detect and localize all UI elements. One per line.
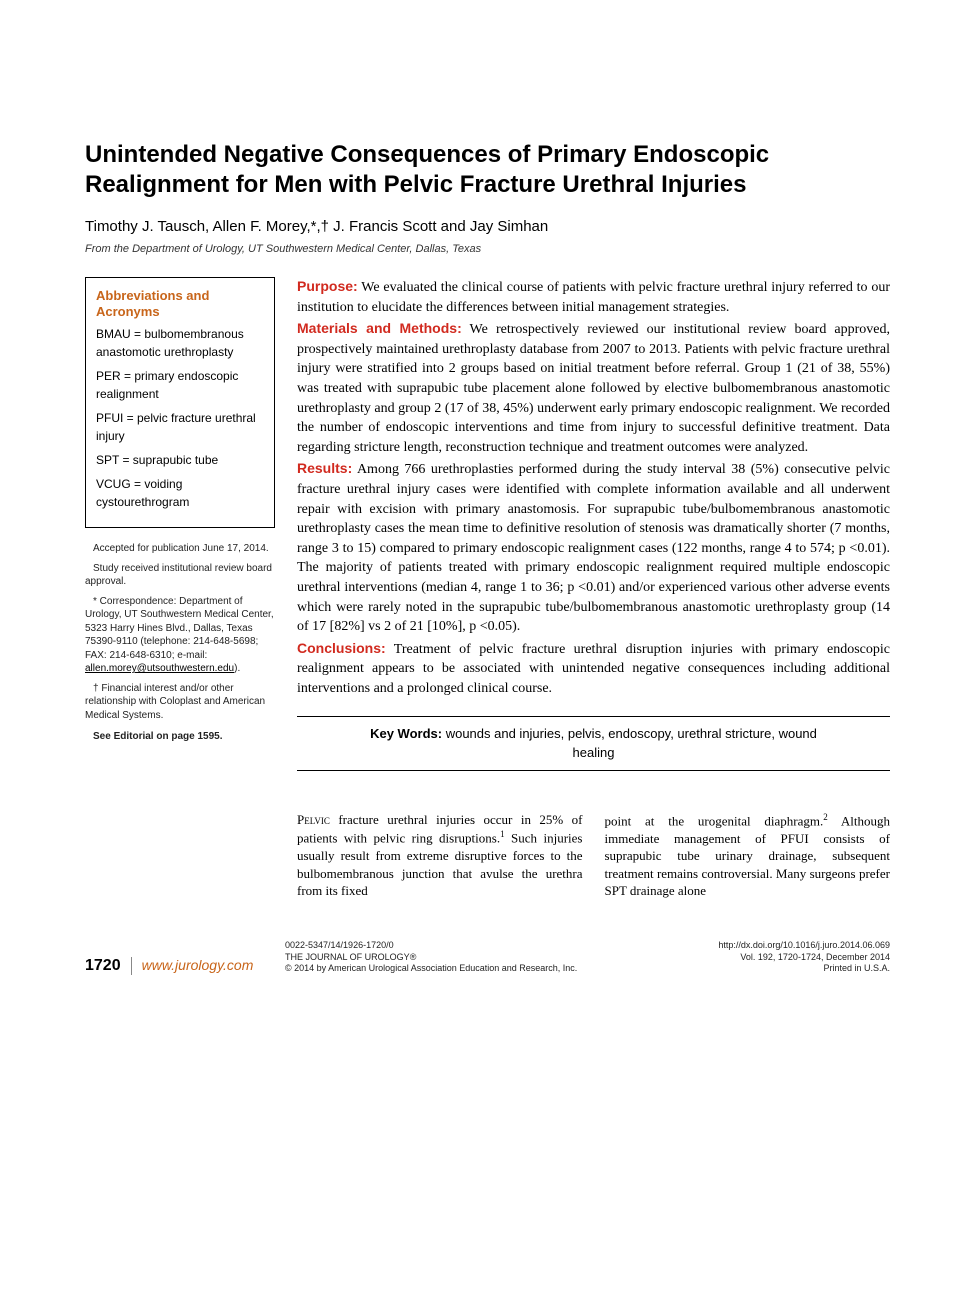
main-content: Purpose: We evaluated the clinical cours… xyxy=(297,277,890,900)
footer-center: 0022-5347/14/1926-1720/0 THE JOURNAL OF … xyxy=(285,940,670,975)
copyright: © 2014 by American Urological Associatio… xyxy=(285,963,670,975)
abstract-methods: Materials and Methods: We retrospectivel… xyxy=(297,319,890,457)
article-title: Unintended Negative Consequences of Prim… xyxy=(85,140,890,200)
body-column-1: Pelvic fracture urethral injuries occur … xyxy=(297,811,583,900)
results-label: Results: xyxy=(297,460,352,476)
abbrev-heading: Abbreviations and Acronyms xyxy=(96,288,264,319)
abstract-conclusions: Conclusions: Treatment of pelvic fractur… xyxy=(297,639,890,699)
irb-note: Study received institutional review boar… xyxy=(85,562,275,589)
conclusions-label: Conclusions: xyxy=(297,640,386,656)
lead-word: Pelvic xyxy=(297,812,330,827)
abbrev-item: PFUI = pelvic fracture urethral injury xyxy=(96,409,264,445)
correspondence-note: * Correspondence: Department of Urology,… xyxy=(85,595,275,676)
volume-info: Vol. 192, 1720-1724, December 2014 xyxy=(670,952,890,964)
footer-left: 1720 www.jurology.com xyxy=(85,957,285,975)
abbrev-item: BMAU = bulbomembranous anastomotic ureth… xyxy=(96,325,264,361)
email-link[interactable]: allen.morey@utsouthwestern.edu xyxy=(85,663,234,674)
printed-in: Printed in U.S.A. xyxy=(670,963,890,975)
keywords-box: Key Words: wounds and injuries, pelvis, … xyxy=(297,716,890,770)
purpose-label: Purpose: xyxy=(297,278,358,294)
footnotes: Accepted for publication June 17, 2014. … xyxy=(85,542,275,744)
abstract: Purpose: We evaluated the clinical cours… xyxy=(297,277,890,698)
coi-note: † Financial interest and/or other relati… xyxy=(85,682,275,723)
abbrev-item: PER = primary endoscopic realignment xyxy=(96,367,264,403)
keywords-label: Key Words: xyxy=(370,726,442,741)
journal-name: THE JOURNAL OF UROLOGY xyxy=(285,952,410,962)
authors-line: Timothy J. Tausch, Allen F. Morey,*,† J.… xyxy=(85,218,890,235)
footer-right: http://dx.doi.org/10.1016/j.juro.2014.06… xyxy=(670,940,890,975)
affiliation: From the Department of Urology, UT South… xyxy=(85,243,890,255)
page-number: 1720 xyxy=(85,957,132,975)
keywords-text: wounds and injuries, pelvis, endoscopy, … xyxy=(442,726,817,759)
doi-link[interactable]: http://dx.doi.org/10.1016/j.juro.2014.06… xyxy=(670,940,890,952)
content-wrapper: Abbreviations and Acronyms BMAU = bulbom… xyxy=(85,277,890,900)
body-column-2: point at the urogenital diaphragm.2 Alth… xyxy=(605,811,891,900)
journal-url[interactable]: www.jurology.com xyxy=(142,957,254,973)
issn: 0022-5347/14/1926-1720/0 xyxy=(285,940,670,952)
page-footer: 1720 www.jurology.com 0022-5347/14/1926-… xyxy=(85,940,890,975)
editorial-reference: See Editorial on page 1595. xyxy=(85,730,275,744)
methods-label: Materials and Methods: xyxy=(297,320,462,336)
abbreviations-box: Abbreviations and Acronyms BMAU = bulbom… xyxy=(85,277,275,528)
body-text: Pelvic fracture urethral injuries occur … xyxy=(297,811,890,900)
sidebar: Abbreviations and Acronyms BMAU = bulbom… xyxy=(85,277,275,900)
accepted-note: Accepted for publication June 17, 2014. xyxy=(85,542,275,556)
abstract-results: Results: Among 766 urethroplasties perfo… xyxy=(297,459,890,636)
abbrev-item: VCUG = voiding cystourethrogram xyxy=(96,475,264,511)
abbrev-item: SPT = suprapubic tube xyxy=(96,451,264,469)
abstract-purpose: Purpose: We evaluated the clinical cours… xyxy=(297,277,890,317)
